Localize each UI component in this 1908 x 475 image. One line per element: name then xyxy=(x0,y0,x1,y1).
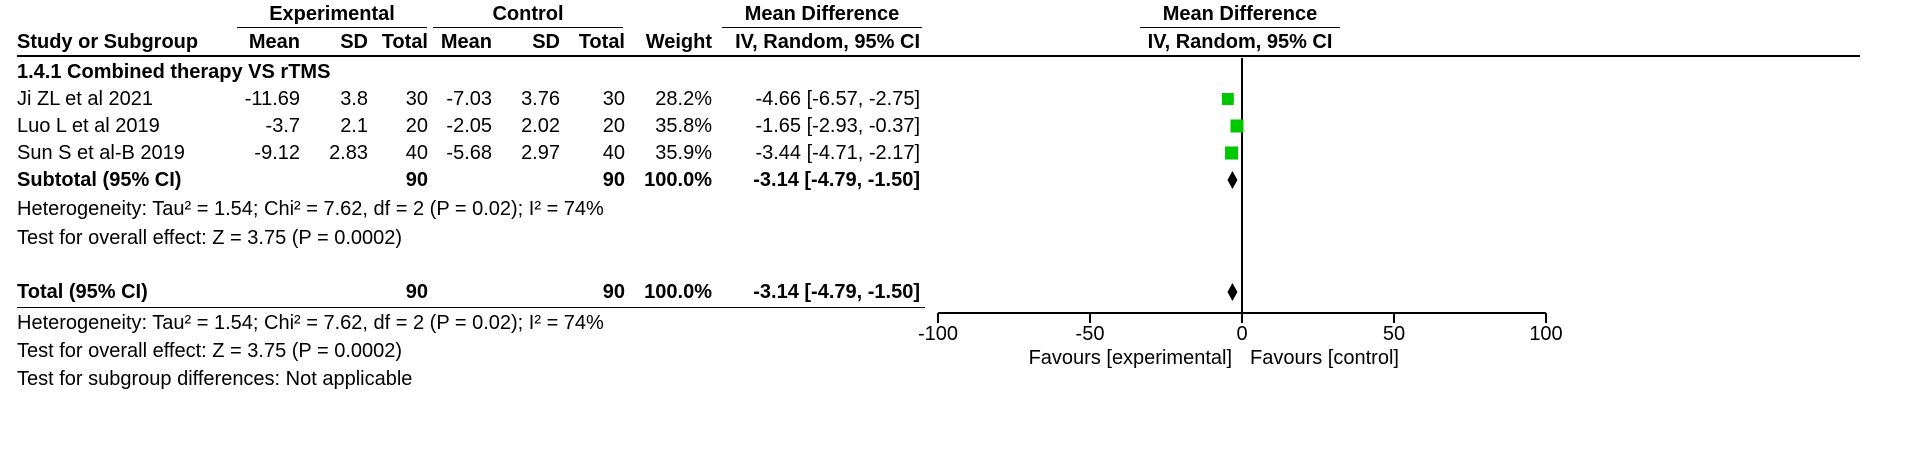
c-sd: 3.76 xyxy=(521,88,560,110)
c-total: 30 xyxy=(602,88,625,110)
study-name: Ji ZL et al 2021 xyxy=(17,88,154,110)
col-method-right: IV, Random, 95% CI xyxy=(1147,31,1333,53)
experimental-underline xyxy=(237,27,427,28)
md-left-underline xyxy=(722,27,922,28)
subtotal-label: Subtotal (95% CI) xyxy=(17,169,182,191)
e-sd: 2.83 xyxy=(329,142,368,164)
tick-label: -50 xyxy=(1075,323,1105,345)
tick-label: 0 xyxy=(1236,323,1248,345)
favours-control: Favours [control] xyxy=(1250,347,1399,369)
study-marker xyxy=(1230,119,1244,133)
col-c-total: Total xyxy=(578,31,625,53)
weight: 35.9% xyxy=(655,142,712,164)
col-e-sd: SD xyxy=(340,31,368,53)
tick-label: 100 xyxy=(1529,323,1563,345)
study-name: Luo L et al 2019 xyxy=(17,115,160,137)
ci: -4.66 [-6.57, -2.75] xyxy=(755,88,920,110)
weight: 28.2% xyxy=(655,88,712,110)
total-heterogeneity: Heterogeneity: Tau² = 1.54; Chi² = 7.62,… xyxy=(17,312,604,334)
col-e-total: Total xyxy=(381,31,428,53)
c-mean: -5.68 xyxy=(446,142,492,164)
col-e-mean: Mean xyxy=(248,31,300,53)
mean-difference-header-right: Mean Difference xyxy=(1162,3,1318,25)
control-header: Control xyxy=(492,3,564,25)
c-total: 20 xyxy=(602,115,625,137)
subgroup-overall-effect: Test for overall effect: Z = 3.75 (P = 0… xyxy=(17,227,403,249)
c-total: 40 xyxy=(602,142,625,164)
e-sd: 2.1 xyxy=(340,115,368,137)
col-c-sd: SD xyxy=(532,31,560,53)
total-weight: 100.0% xyxy=(644,281,712,303)
subtotal-c-total: 90 xyxy=(602,169,625,191)
pooled-diamond xyxy=(1227,283,1238,301)
c-sd: 2.97 xyxy=(521,142,560,164)
c-mean: -7.03 xyxy=(446,88,492,110)
subgroup-title: 1.4.1 Combined therapy VS rTMS xyxy=(17,61,331,83)
pooled-diamond xyxy=(1227,171,1238,189)
e-total: 20 xyxy=(405,115,428,137)
subgroup-differences: Test for subgroup differences: Not appli… xyxy=(17,368,413,390)
header-rule xyxy=(17,55,1860,57)
ci: -3.44 [-4.71, -2.17] xyxy=(755,142,920,164)
total-overall-effect: Test for overall effect: Z = 3.75 (P = 0… xyxy=(17,340,403,362)
e-mean: -9.12 xyxy=(254,142,300,164)
col-c-mean: Mean xyxy=(440,31,492,53)
favours-experimental: Favours [experimental] xyxy=(1028,347,1232,369)
total-e-total: 90 xyxy=(405,281,428,303)
study-name: Sun S et al-B 2019 xyxy=(17,142,185,164)
subtotal-e-total: 90 xyxy=(405,169,428,191)
e-total: 30 xyxy=(405,88,428,110)
c-mean: -2.05 xyxy=(446,115,492,137)
ci: -1.65 [-2.93, -0.37] xyxy=(755,115,920,137)
study-marker xyxy=(1221,93,1234,105)
control-underline xyxy=(433,27,623,28)
tick-label: -100 xyxy=(917,323,959,345)
experimental-header: Experimental xyxy=(269,3,395,25)
subtotal-weight: 100.0% xyxy=(644,169,712,191)
c-sd: 2.02 xyxy=(521,115,560,137)
total-label: Total (95% CI) xyxy=(17,281,148,303)
e-total: 40 xyxy=(405,142,428,164)
col-study: Study or Subgroup xyxy=(17,31,199,53)
e-sd: 3.8 xyxy=(340,88,368,110)
study-marker xyxy=(1225,146,1239,160)
subgroup-heterogeneity: Heterogeneity: Tau² = 1.54; Chi² = 7.62,… xyxy=(17,198,604,220)
col-weight: Weight xyxy=(645,31,712,53)
total-ci: -3.14 [-4.79, -1.50] xyxy=(753,281,920,303)
tick-label: 50 xyxy=(1382,323,1406,345)
total-rule xyxy=(17,307,925,308)
mean-difference-header-left: Mean Difference xyxy=(744,3,900,25)
subtotal-ci: -3.14 [-4.79, -1.50] xyxy=(753,169,920,191)
weight: 35.8% xyxy=(655,115,712,137)
e-mean: -11.69 xyxy=(244,88,300,110)
e-mean: -3.7 xyxy=(265,115,300,137)
total-c-total: 90 xyxy=(602,281,625,303)
col-method-left: IV, Random, 95% CI xyxy=(735,31,920,53)
md-right-underline xyxy=(1140,27,1340,28)
